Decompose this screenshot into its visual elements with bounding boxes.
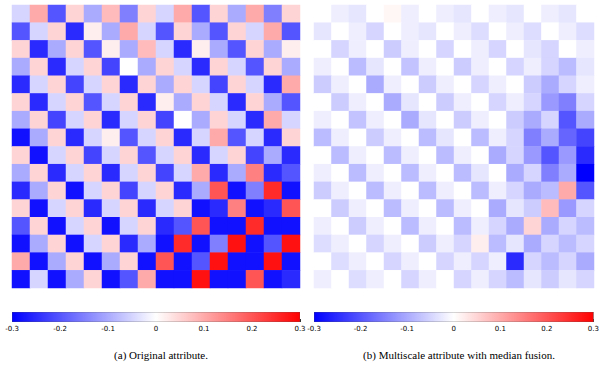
svg-text:0.1: 0.1 <box>198 325 209 333</box>
svg-text:(a) Original attribute.: (a) Original attribute. <box>114 349 208 362</box>
svg-text:0.1: 0.1 <box>495 325 506 333</box>
svg-text:-0.3: -0.3 <box>307 325 321 333</box>
svg-text:0.2: 0.2 <box>246 325 257 333</box>
svg-text:0.3: 0.3 <box>294 325 305 333</box>
svg-text:-0.1: -0.1 <box>101 325 115 333</box>
svg-text:-0.1: -0.1 <box>400 325 414 333</box>
svg-text:(b) Multiscale attribute with: (b) Multiscale attribute with median fus… <box>363 349 555 362</box>
svg-text:-0.2: -0.2 <box>354 325 368 333</box>
svg-text:0: 0 <box>154 325 158 333</box>
svg-text:-0.3: -0.3 <box>5 325 19 333</box>
svg-text:0.2: 0.2 <box>541 325 552 333</box>
svg-text:0: 0 <box>451 325 455 333</box>
svg-text:0.3: 0.3 <box>588 325 599 333</box>
svg-text:-0.2: -0.2 <box>53 325 67 333</box>
